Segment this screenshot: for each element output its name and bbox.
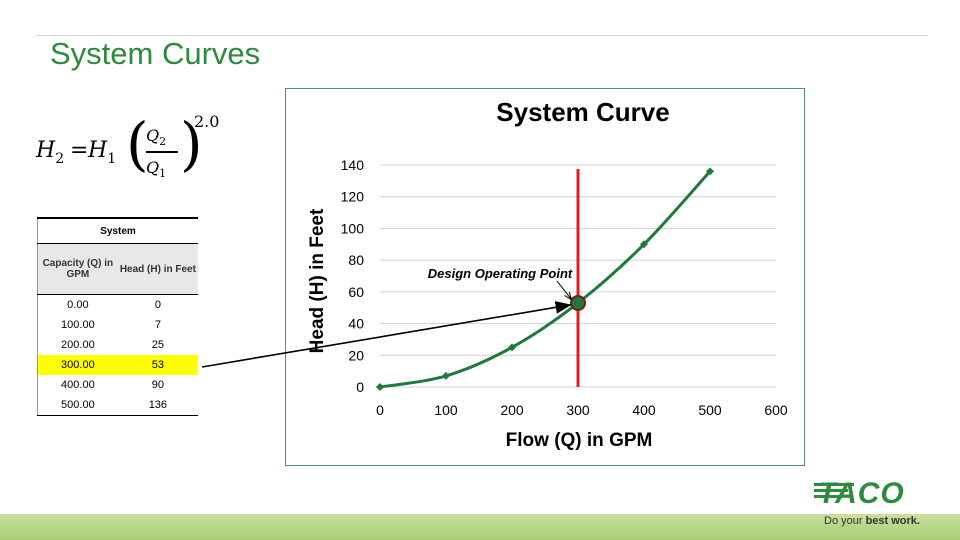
system-table: System Capacity (Q) in GPM Head (H) in F… (37, 217, 198, 416)
table-row: 200.00 25 (38, 335, 199, 355)
y-tick-label: 20 (348, 347, 364, 363)
x-tick-label: 600 (764, 402, 788, 418)
table-header-capacity: Capacity (Q) in GPM (37, 243, 118, 295)
table-cell: 7 (154, 319, 161, 331)
data-point (442, 371, 450, 380)
x-tick-label: 200 (500, 402, 524, 418)
table-row-highlighted: 300.00 53 (37, 355, 198, 375)
formula-fraction-bar (146, 151, 178, 153)
table-row: 500.00 136 (37, 395, 198, 416)
y-tick-label: 40 (348, 316, 364, 332)
y-tick-label: 100 (341, 220, 365, 236)
logo-stripe (814, 483, 854, 486)
operating-point-callout (556, 280, 571, 299)
x-tick-label: 300 (566, 402, 590, 418)
formula-lhs: H2 (36, 138, 65, 167)
table-row: 100.00 7 (38, 315, 199, 335)
chart-title: System Curve (496, 97, 669, 127)
x-axis-label: Flow (Q) in GPM (506, 430, 653, 451)
y-tick-labels: 0 20 40 60 80 100 120 140 (341, 157, 365, 395)
table-cell: 90 (151, 379, 164, 391)
x-tick-label: 0 (376, 402, 384, 418)
table-cell: 0.00 (67, 299, 89, 311)
data-point (376, 383, 384, 391)
title-divider (36, 35, 928, 36)
data-point (508, 343, 516, 352)
table-cell: 200.00 (61, 339, 95, 351)
table-cell: 300.00 (37, 355, 118, 375)
affinity-formula: H2 = H1 ( Q2 Q1 ) 2.0 (36, 112, 236, 192)
table-cell: 136 (117, 395, 198, 416)
logo-stripe (814, 495, 842, 498)
series-line (379, 170, 712, 389)
formula-left-paren: ( (126, 110, 149, 178)
data-point (640, 240, 648, 249)
table-header-head: Head (H) in Feet (117, 243, 198, 295)
logo-brand: TACO (818, 477, 905, 510)
y-tick-label: 60 (348, 284, 364, 300)
chart-frame (285, 88, 805, 466)
formula-exponent: 2.0 (194, 112, 220, 131)
y-axis-label: Head (H) in Feet (307, 208, 328, 353)
table-cell: 100.00 (61, 319, 95, 331)
operating-point-marker (570, 294, 586, 311)
formula-numerator: Q2 (146, 126, 167, 148)
y-tick-label: 0 (356, 379, 364, 395)
y-tick-label: 120 (341, 189, 365, 205)
formula-right-paren: ) (180, 110, 203, 178)
footer-bar (0, 514, 960, 540)
table-row: 400.00 90 (38, 375, 199, 395)
x-tick-label: 500 (698, 402, 722, 418)
table-title: System (37, 217, 198, 244)
table-to-chart-arrow (201, 301, 572, 368)
x-tick-labels: 0 100 200 300 400 500 600 (376, 402, 788, 418)
operating-point-label: Design Operating Point (428, 266, 573, 281)
formula-equals: = (70, 138, 89, 163)
logo-stripe (814, 489, 848, 492)
data-point (706, 167, 714, 176)
formula-rhs: H1 (88, 138, 117, 167)
table-cell: 0 (154, 299, 161, 311)
formula-denominator: Q1 (146, 158, 167, 180)
y-tick-label: 140 (341, 157, 365, 173)
logo-tagline: Do your best work. (824, 515, 920, 527)
table-cell: 400.00 (61, 379, 95, 391)
y-tick-label: 80 (348, 252, 364, 268)
table-cell: 53 (117, 355, 198, 375)
table-cell: 500.00 (37, 395, 118, 416)
slide-title: System Curves (50, 36, 261, 71)
table-cell: 25 (151, 339, 164, 351)
table-row: 0.00 0 (38, 295, 199, 316)
x-tick-label: 400 (632, 402, 656, 418)
taco-logo: TACO Do your best work. (810, 475, 930, 535)
x-tick-label: 100 (434, 402, 458, 418)
